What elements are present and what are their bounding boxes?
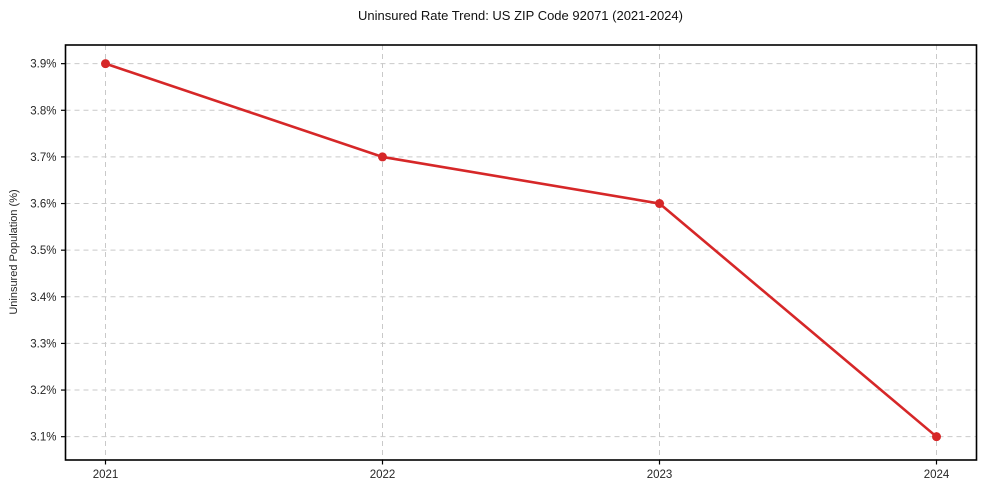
x-tick-label: 2023	[647, 469, 673, 481]
data-point-marker	[932, 432, 941, 442]
trend-line	[104, 62, 938, 438]
y-tick-label: 3.5%	[30, 245, 56, 257]
chart-title: Uninsured Rate Trend: US ZIP Code 92071 …	[358, 8, 683, 23]
y-tick-label: 3.9%	[30, 59, 56, 71]
x-tick-label: 2021	[93, 469, 119, 481]
y-tick-label: 3.2%	[30, 385, 56, 397]
y-tick-label: 3.8%	[30, 105, 56, 117]
y-tick-label: 3.4%	[30, 292, 56, 304]
data-point-marker	[378, 152, 387, 162]
y-tick-label: 3.7%	[30, 152, 56, 164]
y-tick-label: 3.6%	[30, 199, 56, 211]
x-tick-label: 2024	[924, 469, 950, 481]
plot-border	[64, 44, 978, 461]
y-tick-label: 3.3%	[30, 338, 56, 350]
data-point-marker	[101, 59, 110, 69]
x-tick-label: 2022	[370, 469, 396, 481]
y-tick-label: 3.1%	[30, 432, 56, 444]
data-point-marker	[655, 199, 664, 209]
y-axis-label: Uninsured Population (%)	[8, 189, 20, 315]
